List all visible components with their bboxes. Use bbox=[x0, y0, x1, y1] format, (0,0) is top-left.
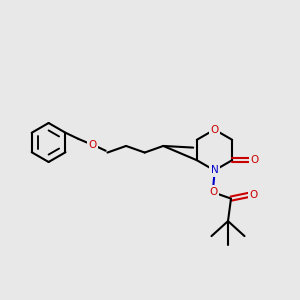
Text: N: N bbox=[211, 165, 218, 176]
Text: O: O bbox=[88, 140, 97, 150]
Text: O: O bbox=[209, 187, 217, 197]
Text: O: O bbox=[251, 155, 259, 165]
Text: O: O bbox=[210, 124, 219, 135]
Text: O: O bbox=[250, 190, 258, 200]
